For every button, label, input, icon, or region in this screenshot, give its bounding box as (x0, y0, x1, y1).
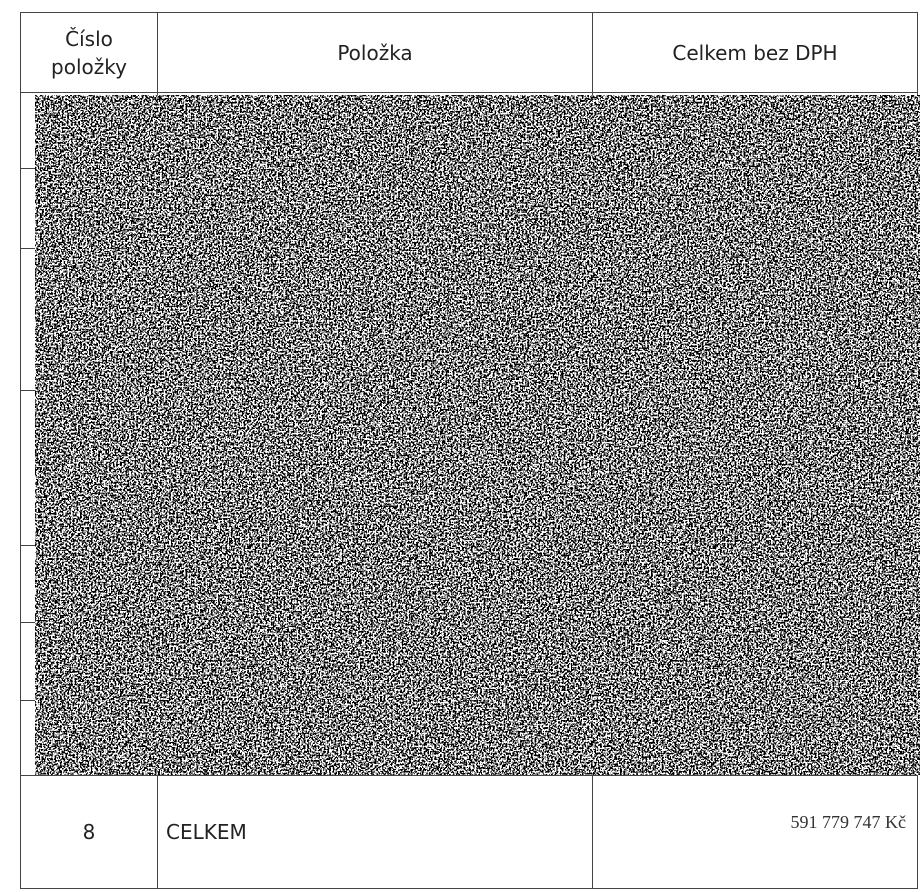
header-cell: Číslo položky (51, 26, 127, 79)
cell: 8 (82, 820, 96, 844)
border (20, 248, 40, 249)
border (20, 92, 918, 93)
border (20, 888, 918, 889)
border (20, 12, 21, 889)
cell: 591 779 747 Kč (790, 812, 907, 832)
border (20, 168, 40, 169)
cell: CELKEM (166, 820, 247, 844)
obscured-region (35, 95, 920, 775)
border (20, 12, 918, 13)
border (20, 622, 40, 623)
border (20, 545, 40, 546)
header-cell: Celkem bez DPH (672, 40, 838, 65)
border (20, 700, 40, 701)
border (20, 775, 918, 776)
header-cell: Položka (337, 40, 413, 65)
noise (35, 95, 920, 775)
border (20, 390, 40, 391)
